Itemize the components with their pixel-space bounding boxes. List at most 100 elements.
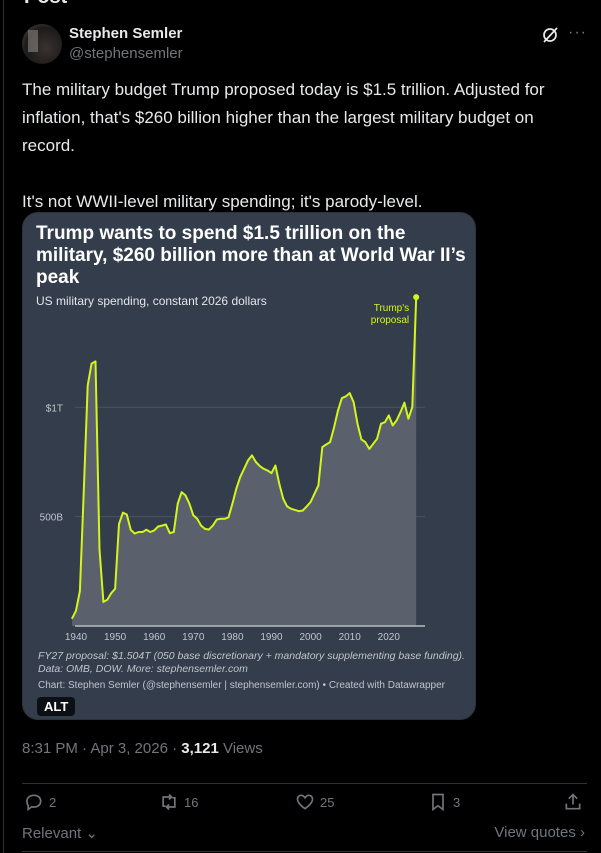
- data-point: [79, 590, 81, 592]
- bookmark-count: 3: [453, 794, 461, 810]
- chart-source: Data: OMB, DOW. More: stephensemler.com: [38, 663, 248, 675]
- data-point: [352, 401, 355, 403]
- data-point: [219, 518, 222, 520]
- data-point: [114, 588, 116, 590]
- author-handle[interactable]: @stephensemler: [69, 45, 183, 62]
- data-point: [286, 505, 288, 508]
- timeline-border: [3, 0, 4, 853]
- data-point: [251, 454, 253, 457]
- data-point: [317, 484, 320, 487]
- divider: [22, 851, 587, 852]
- data-point: [360, 438, 363, 441]
- bookmark-icon: [432, 793, 444, 812]
- repost-button[interactable]: 16: [159, 792, 198, 812]
- grok-icon[interactable]: [541, 26, 559, 44]
- data-point: [86, 384, 89, 387]
- view-quotes-link[interactable]: View quotes ›: [494, 824, 585, 841]
- like-button[interactable]: 25: [295, 792, 334, 812]
- data-point: [153, 529, 155, 532]
- data-point: [301, 509, 304, 512]
- data-point: [356, 422, 359, 425]
- data-point: [368, 448, 371, 450]
- reply-icon: [26, 794, 42, 812]
- annotation-label: proposal: [371, 315, 409, 326]
- alt-badge[interactable]: ALT: [37, 697, 76, 716]
- data-point: [309, 501, 312, 503]
- data-point: [364, 441, 367, 443]
- data-point: [102, 601, 105, 603]
- data-point: [227, 516, 230, 519]
- data-point: [106, 598, 109, 601]
- data-point: [231, 502, 234, 505]
- data-point: [122, 511, 124, 514]
- data-point: [258, 465, 261, 467]
- chevron-down-icon: ⌄: [81, 825, 98, 842]
- data-point: [83, 489, 85, 492]
- chart-note: FY27 proposal: $1.504T (050 base discret…: [38, 650, 465, 676]
- chevron-right-icon: ›: [575, 824, 585, 841]
- chart-image[interactable]: 500B $1T Trump's proposal 1940 1950 1960 1970 19…: [22, 212, 476, 720]
- data-point: [411, 406, 414, 408]
- bookmark-button[interactable]: 3: [428, 792, 460, 812]
- data-point: [200, 524, 202, 527]
- data-point: [243, 467, 245, 470]
- x-tick-label: 1940: [65, 632, 88, 643]
- data-point: [110, 592, 112, 594]
- data-point: [169, 532, 171, 534]
- data-point: [161, 524, 163, 527]
- data-point: [133, 532, 136, 535]
- data-point: [294, 509, 296, 511]
- data-point: [94, 360, 97, 363]
- data-point: [266, 469, 269, 472]
- data-point: [376, 437, 378, 440]
- share-button[interactable]: [563, 792, 583, 812]
- data-point: [75, 609, 77, 612]
- data-point: [196, 518, 199, 520]
- timestamp[interactable]: 8:31 PM · Apr 3, 2026 ·: [22, 740, 182, 757]
- data-point: [348, 392, 351, 394]
- x-tick-label: 2020: [378, 632, 401, 643]
- sort-label: Relevant: [22, 825, 82, 842]
- avatar[interactable]: [22, 24, 62, 64]
- divider: [22, 783, 587, 784]
- data-point: [208, 528, 210, 531]
- view-quotes-label: View quotes: [494, 824, 576, 841]
- post-meta: 8:31 PM · Apr 3, 2026 · 3,121 Views: [22, 740, 263, 757]
- repost-count: 16: [184, 794, 199, 810]
- heart-icon: [296, 794, 314, 810]
- data-point: [337, 409, 339, 412]
- data-point: [313, 492, 316, 495]
- data-point: [403, 401, 406, 404]
- chart-header: Trump wants to spend $1.5 trillion on th…: [36, 223, 472, 308]
- data-point: [290, 507, 292, 510]
- x-tick-label: 2000: [299, 632, 322, 643]
- data-point: [98, 548, 101, 551]
- data-point: [305, 505, 308, 508]
- page-title: Post: [24, 0, 67, 9]
- data-point: [184, 494, 187, 497]
- data-point: [298, 510, 300, 512]
- sort-dropdown[interactable]: Relevant ⌄: [22, 824, 98, 842]
- data-point: [145, 528, 148, 531]
- data-point: [215, 518, 218, 521]
- data-point: [129, 528, 132, 531]
- data-point: [212, 524, 214, 527]
- y-tick-label: 500B: [40, 513, 64, 524]
- data-point: [90, 362, 93, 365]
- author-name[interactable]: Stephen Semler: [69, 25, 183, 42]
- chart-credit: Chart: Stephen Semler (@stephensemler | …: [38, 680, 445, 691]
- data-point: [176, 502, 179, 505]
- reply-button[interactable]: 2: [24, 792, 56, 812]
- more-options-icon[interactable]: ···: [568, 24, 587, 41]
- data-point: [157, 525, 159, 528]
- data-point: [204, 528, 206, 530]
- repost-icon: [162, 793, 176, 811]
- x-tick-label: 1980: [221, 632, 244, 643]
- like-count: 25: [320, 794, 335, 810]
- data-point: [325, 443, 328, 446]
- reply-count: 2: [49, 794, 57, 810]
- x-tick-label: 1990: [260, 632, 283, 643]
- data-point: [118, 523, 120, 525]
- data-point: [407, 417, 410, 420]
